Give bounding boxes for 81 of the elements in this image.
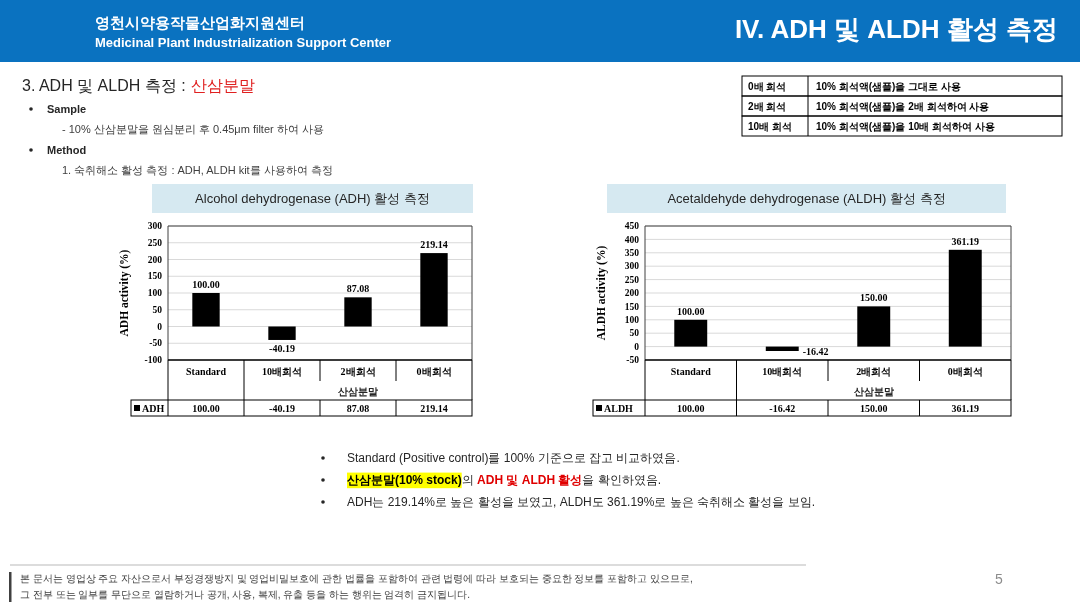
text: 5 <box>995 571 1003 587</box>
y-tick-label: 450 <box>624 221 640 232</box>
y-tick-label: 300 <box>624 261 640 272</box>
data-label: 361.19 <box>951 403 979 414</box>
text: Standard (Positive control)를 100% 기준으로 잡고 비교하였음. <box>347 451 680 465</box>
bar <box>192 293 220 327</box>
text: 본 문서는 영업상 주요 자산으로서 부정경쟁방지 및 영업비밀보호에 관한 법률을 포함하여 관련 법령에 따라 보호되는 중요한 정보를 포함하고 있으므로, <box>20 573 693 584</box>
x-tick-label: 0배희석 <box>947 365 983 377</box>
legend-label: ADH <box>142 403 165 414</box>
data-label: -40.19 <box>269 403 295 414</box>
text: 산삼분말(10% stock)의 ADH 및 ALDH 활성을 확인하였음. <box>347 473 662 487</box>
data-label: -16.42 <box>769 403 796 414</box>
y-tick-label: -50 <box>626 355 640 366</box>
y-tick-label: 250 <box>147 237 163 248</box>
data-label: 100.00 <box>677 403 705 414</box>
y-tick-label: -50 <box>149 338 163 349</box>
y-tick-label: -100 <box>144 355 163 366</box>
text: 219.14 <box>420 239 448 251</box>
y-tick-label: 350 <box>624 248 640 258</box>
x-tick-label: Standard <box>670 365 712 377</box>
text: 2배 희석 <box>748 101 787 112</box>
text: 1. 숙취해소 활성 측정 : ADH, ALDH kit를 사용하여 측정 <box>62 164 333 176</box>
text: 0배 희석 <box>748 81 787 92</box>
text: 87.08 <box>346 283 370 295</box>
text: 10% 희석액(샘플)을 그대로 사용 <box>816 81 962 92</box>
text: Medicinal Plant Industrialization Support Center <box>95 35 392 50</box>
text: 10배 희석 <box>748 121 792 132</box>
y-tick-label: 0 <box>157 321 163 332</box>
y-axis-title: ADH activity (%) <box>118 249 131 337</box>
y-tick-label: 200 <box>624 288 640 299</box>
bar <box>948 249 982 347</box>
y-tick-label: 250 <box>624 274 640 285</box>
y-tick-label: 200 <box>147 254 163 265</box>
text: -40.19 <box>269 342 295 354</box>
y-tick-label: 150 <box>624 301 640 312</box>
data-label: 100.00 <box>192 403 220 414</box>
x-tick-label: 10배희석 <box>262 365 302 377</box>
y-tick-label: 0 <box>634 341 640 352</box>
bar <box>268 326 296 340</box>
data-label: 87.08 <box>346 403 370 414</box>
x-axis-title: 산삼분말 <box>853 385 894 397</box>
chart-title: Acetaldehyde dehydrogenase (ALDH) 활성 측정 <box>667 191 946 206</box>
text: -16.42 <box>802 345 829 357</box>
text: ADH는 219.14%로 높은 활성을 보였고, ALDH도 361.19%로 높은 숙취해소 활성을 보임. <box>347 495 816 509</box>
bar <box>420 253 448 327</box>
text: 361.19 <box>951 235 979 247</box>
bar <box>674 319 708 347</box>
y-axis-title: ALDH activity (%) <box>595 245 608 341</box>
bar <box>344 297 372 327</box>
text: 그 전부 또는 일부를 무단으로 열람하거나 공개, 사용, 복제, 유출 등을 하는 행위는 엄격히 금지됩니다. <box>20 589 471 600</box>
y-tick-label: 150 <box>147 271 163 282</box>
y-tick-label: 400 <box>624 234 640 245</box>
text: 100.00 <box>677 305 705 317</box>
text: 영천시약용작물산업화지원센터 <box>95 14 305 31</box>
legend-label: ALDH <box>604 403 634 414</box>
bar <box>857 306 891 347</box>
text: 산삼분말 <box>190 77 255 94</box>
data-label: 219.14 <box>420 403 448 414</box>
text: 100.00 <box>192 279 220 290</box>
chart-title: Alcohol dehydrogenase (ADH) 활성 측정 <box>195 191 430 206</box>
text: 150.00 <box>860 292 888 304</box>
text: IV. ADH 및 ALDH 활성 측정 <box>734 14 1058 44</box>
x-tick-label: Standard <box>185 365 227 377</box>
y-tick-label: 50 <box>629 328 640 339</box>
y-tick-label: 300 <box>147 221 163 232</box>
x-axis-title: 산삼분말 <box>338 385 378 397</box>
text: 10% 희석액(샘플)을 2배 희석하여 사용 <box>816 101 990 112</box>
text: 10% 희석액(샘플)을 10배 희석하여 사용 <box>816 121 995 132</box>
x-tick-label: 2배희석 <box>856 365 892 377</box>
x-tick-label: 2배희석 <box>340 365 376 377</box>
y-tick-label: 50 <box>152 304 163 315</box>
bar <box>765 346 799 351</box>
data-label: 150.00 <box>860 403 888 414</box>
y-tick-label: 100 <box>147 288 163 299</box>
x-tick-label: 10배희석 <box>762 365 803 377</box>
text: 3. ADH 및 ALDH 측정 : <box>22 77 186 94</box>
x-tick-label: 0배희석 <box>416 365 452 377</box>
text: Sample <box>47 103 87 115</box>
text: Method <box>47 144 87 156</box>
y-tick-label: 100 <box>624 315 640 325</box>
text: - 10% 산삼분말을 원심분리 후 0.45μm filter 하여 사용 <box>62 123 324 135</box>
